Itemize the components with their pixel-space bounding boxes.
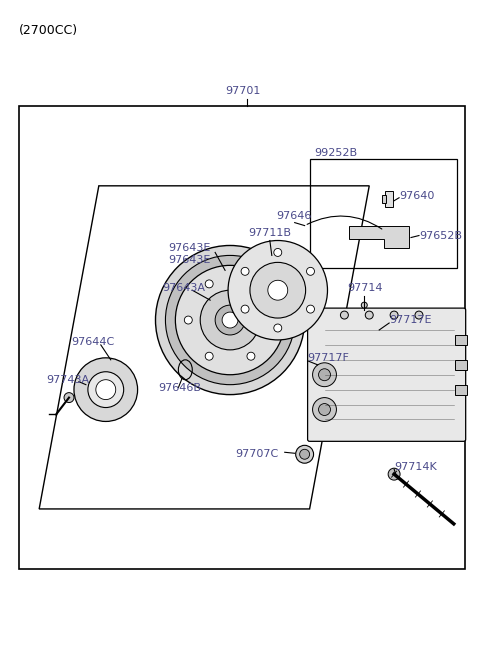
- Ellipse shape: [296, 445, 313, 463]
- Text: 97643E: 97643E: [168, 244, 211, 253]
- Text: 97646B: 97646B: [158, 383, 202, 392]
- Text: 97643E: 97643E: [168, 255, 211, 265]
- Text: 97646: 97646: [276, 211, 311, 221]
- Circle shape: [74, 358, 138, 421]
- Circle shape: [319, 369, 330, 381]
- Circle shape: [200, 290, 260, 350]
- Circle shape: [312, 363, 336, 386]
- Circle shape: [274, 324, 282, 332]
- Circle shape: [415, 311, 423, 319]
- Text: (2700CC): (2700CC): [19, 24, 78, 37]
- Circle shape: [166, 255, 295, 384]
- Bar: [382, 195, 386, 203]
- FancyBboxPatch shape: [308, 308, 466, 441]
- Circle shape: [247, 280, 255, 288]
- Circle shape: [361, 302, 367, 308]
- Circle shape: [205, 352, 213, 360]
- Circle shape: [88, 372, 124, 407]
- Circle shape: [312, 398, 336, 421]
- Text: 97644C: 97644C: [71, 337, 114, 347]
- Text: 97643A: 97643A: [162, 283, 205, 293]
- Text: 97717F: 97717F: [308, 353, 349, 363]
- Circle shape: [365, 311, 373, 319]
- Circle shape: [215, 305, 245, 335]
- Bar: [310, 159, 457, 269]
- Text: 97640: 97640: [399, 191, 434, 201]
- Text: 97717E: 97717E: [389, 315, 432, 325]
- Text: 97652B: 97652B: [419, 231, 462, 240]
- Circle shape: [222, 312, 238, 328]
- Text: 99252B: 99252B: [314, 148, 358, 158]
- Circle shape: [96, 380, 116, 400]
- Circle shape: [241, 305, 249, 313]
- Circle shape: [274, 248, 282, 256]
- Text: 97711B: 97711B: [248, 227, 291, 238]
- Circle shape: [175, 265, 285, 375]
- Text: 97714K: 97714K: [394, 462, 437, 472]
- Circle shape: [228, 240, 327, 340]
- Text: 97743A: 97743A: [46, 375, 89, 384]
- Circle shape: [247, 352, 255, 360]
- Bar: [455, 335, 467, 345]
- Circle shape: [64, 392, 74, 403]
- Circle shape: [340, 311, 348, 319]
- Circle shape: [250, 263, 306, 318]
- Circle shape: [307, 267, 314, 275]
- Circle shape: [156, 246, 305, 394]
- Circle shape: [268, 316, 276, 324]
- Text: 97714: 97714: [348, 283, 383, 293]
- Text: 97707C: 97707C: [235, 449, 278, 459]
- Circle shape: [205, 280, 213, 288]
- Circle shape: [241, 267, 249, 275]
- Polygon shape: [349, 225, 409, 248]
- Bar: [385, 191, 393, 207]
- Circle shape: [184, 316, 192, 324]
- Circle shape: [268, 280, 288, 300]
- Bar: [455, 384, 467, 394]
- Circle shape: [319, 403, 330, 415]
- Circle shape: [307, 305, 314, 313]
- Text: 97701: 97701: [225, 86, 261, 96]
- Circle shape: [390, 311, 398, 319]
- Ellipse shape: [300, 449, 310, 459]
- Bar: [455, 360, 467, 370]
- Bar: [19, 106, 465, 569]
- Circle shape: [388, 468, 400, 480]
